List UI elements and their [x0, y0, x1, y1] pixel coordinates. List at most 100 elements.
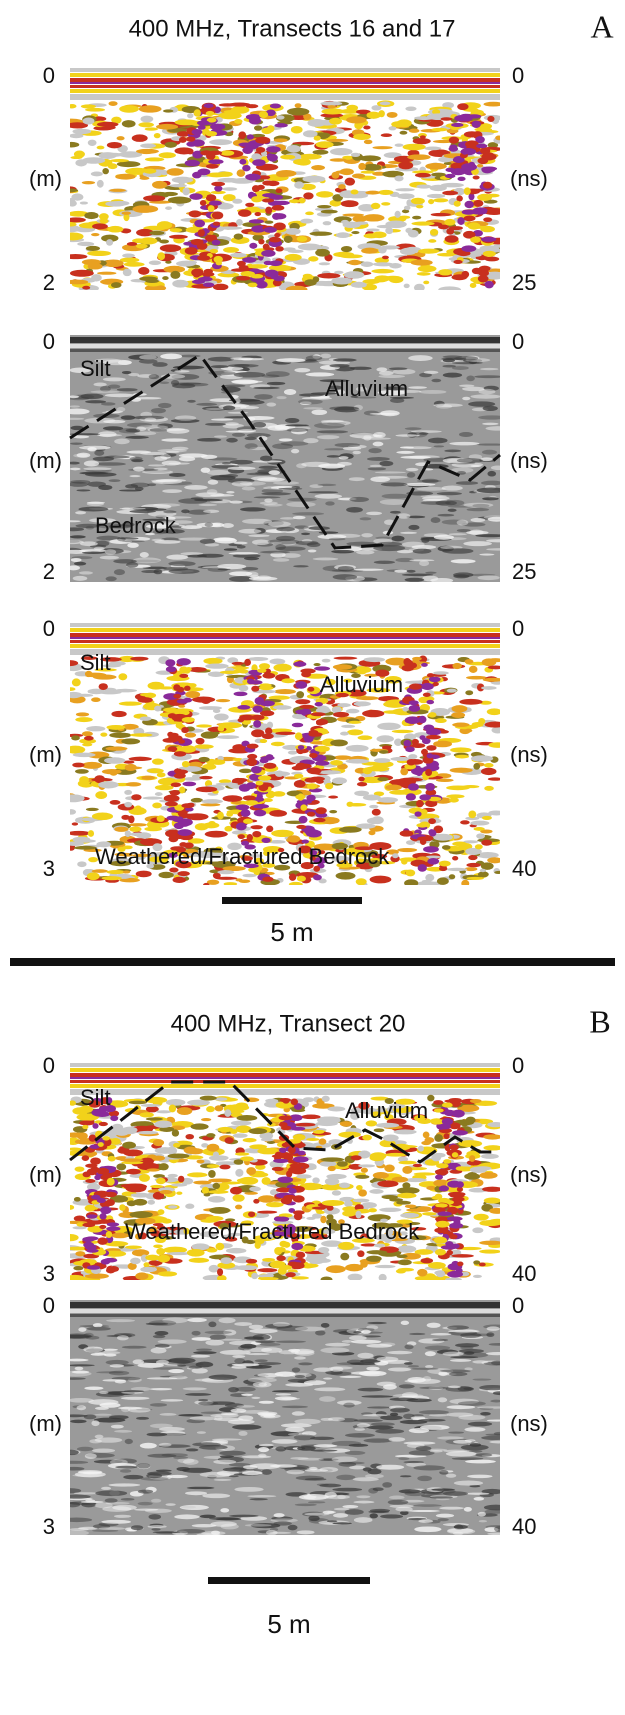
reflection: [276, 1393, 291, 1395]
reflection: [250, 1498, 268, 1500]
reflection: [107, 142, 122, 148]
reflection: [487, 1122, 504, 1127]
reflection: [316, 719, 328, 725]
reflection: [370, 465, 382, 468]
reflection: [69, 1100, 76, 1105]
reflection: [126, 1169, 141, 1175]
reflection: [119, 105, 139, 113]
reflection: [141, 1104, 161, 1107]
reflection: [254, 212, 261, 216]
reflection: [462, 150, 469, 155]
reflection: [127, 242, 137, 246]
reflection: [100, 1206, 111, 1214]
reflection: [121, 738, 140, 744]
reflection: [342, 1340, 354, 1343]
reflection: [72, 837, 90, 843]
panel-letter: B: [589, 1003, 610, 1039]
depth-label: 2: [43, 270, 55, 295]
reflection: [82, 552, 104, 554]
reflection: [257, 668, 266, 673]
reflection: [354, 1517, 373, 1523]
reflection: [469, 1443, 481, 1447]
reflection: [168, 569, 199, 574]
reflection: [215, 1105, 224, 1111]
reflection: [437, 1211, 451, 1216]
reflection: [480, 1412, 491, 1416]
reflector-band: [70, 1063, 500, 1067]
reflection: [169, 1105, 176, 1113]
reflection: [139, 1174, 150, 1182]
reflection: [293, 565, 309, 567]
reflection: [390, 511, 401, 514]
reflection: [395, 143, 404, 146]
reflection: [345, 1433, 375, 1438]
reflection: [353, 1501, 374, 1504]
reflector-band: [70, 82, 500, 84]
reflection: [283, 1195, 295, 1200]
reflection: [119, 489, 142, 491]
reflection: [160, 244, 181, 252]
reflection: [465, 1460, 496, 1464]
reflection: [203, 283, 215, 287]
reflection: [376, 367, 387, 371]
reflection: [424, 371, 439, 374]
reflection: [292, 1368, 301, 1373]
reflection: [438, 269, 452, 275]
reflection: [282, 553, 301, 558]
reflection: [66, 1205, 74, 1210]
reflection: [334, 271, 343, 274]
reflection: [466, 531, 488, 535]
reflection: [111, 282, 122, 288]
reflection: [428, 239, 436, 243]
reflection: [308, 491, 338, 493]
reflection: [419, 794, 431, 800]
reflection: [139, 355, 157, 360]
reflection: [187, 113, 193, 118]
reflection: [138, 122, 154, 127]
reflection: [276, 1255, 285, 1261]
reflection: [83, 1172, 91, 1178]
reflection: [65, 189, 79, 193]
reflection: [427, 1323, 441, 1328]
reflection: [172, 1129, 179, 1136]
reflection: [85, 1164, 97, 1168]
reflection: [125, 1246, 142, 1249]
reflection: [161, 438, 188, 441]
reflection: [131, 794, 141, 800]
reflection: [367, 112, 381, 119]
reflection: [301, 1115, 320, 1120]
reflection: [258, 1362, 282, 1365]
reflection: [292, 512, 324, 515]
reflection: [274, 233, 280, 237]
reflection: [486, 539, 513, 542]
reflection: [171, 1183, 187, 1186]
reflection: [82, 286, 90, 290]
reflection: [82, 731, 93, 736]
reflection: [253, 720, 261, 728]
reflection: [203, 658, 222, 664]
reflection: [376, 1123, 400, 1128]
unit-label: Alluvium: [320, 672, 403, 697]
reflection: [85, 1205, 96, 1212]
reflection: [80, 201, 88, 204]
reflection: [118, 673, 127, 680]
reflection: [487, 116, 494, 122]
reflection: [470, 821, 489, 826]
reflection: [121, 1498, 135, 1501]
reflection: [376, 1465, 404, 1470]
reflection: [261, 1138, 274, 1141]
reflection: [439, 1124, 451, 1130]
reflection: [346, 116, 367, 123]
reflection: [140, 1267, 157, 1272]
reflection: [433, 671, 449, 675]
reflection: [426, 735, 441, 740]
reflection: [402, 1166, 412, 1174]
reflection: [274, 689, 296, 694]
reflection: [249, 1329, 278, 1334]
reflection: [107, 226, 123, 233]
reflection: [481, 481, 503, 486]
reflection: [243, 1138, 257, 1142]
reflection: [389, 1437, 406, 1442]
depth-label: 0: [43, 616, 55, 641]
reflection: [172, 447, 189, 451]
